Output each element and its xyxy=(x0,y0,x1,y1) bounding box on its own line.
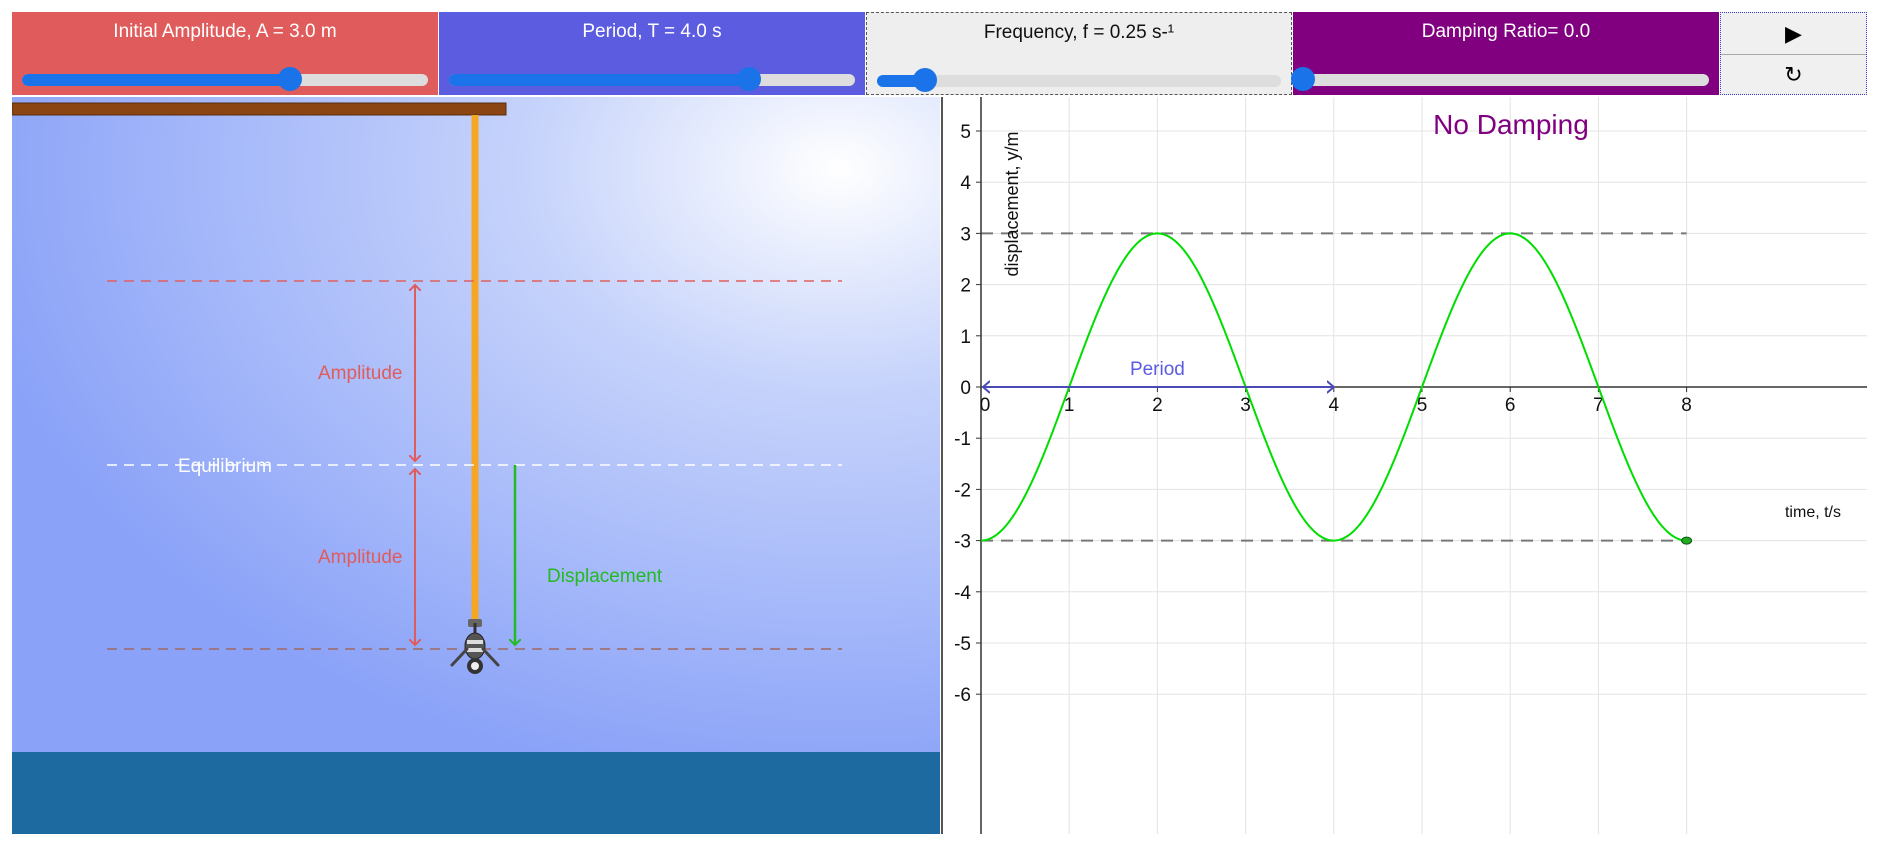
y-tick-label: -6 xyxy=(954,685,971,706)
displacement-label: Displacement xyxy=(547,566,663,587)
damping-control: Damping Ratio= 0.0 xyxy=(1291,12,1719,95)
x-tick-label: 7 xyxy=(1593,395,1604,416)
frequency-slider-track[interactable] xyxy=(877,75,1281,87)
reset-button[interactable]: ↻ xyxy=(1784,61,1803,87)
y-tick-label: 0 xyxy=(960,378,971,399)
damping-label: Damping Ratio= 0.0 xyxy=(1421,21,1591,42)
play-button[interactable]: ▶ xyxy=(1721,13,1866,55)
platform xyxy=(12,102,507,116)
period-slider-track[interactable] xyxy=(449,74,855,86)
y-tick-label: 2 xyxy=(960,276,971,297)
x-tick-label: 5 xyxy=(1417,395,1428,416)
amplitude-slider-thumb[interactable] xyxy=(277,67,302,91)
y-tick-label: 5 xyxy=(960,122,971,143)
x-tick-label: 2 xyxy=(1152,395,1163,416)
x-tick-label: 6 xyxy=(1505,395,1516,416)
grid xyxy=(981,97,1867,834)
amplitude-slider-fill xyxy=(22,74,290,86)
y-tick-label: 1 xyxy=(960,327,971,348)
damping-slider-thumb[interactable] xyxy=(1291,67,1315,91)
displacement-time-graph: 6 5 4 3 2 1 0 -1 -2 -3 -4 -5 -6 0 1 2 3 4 5 6 7 8 Period No … xyxy=(941,97,1867,834)
frequency-slider-fill xyxy=(877,75,926,87)
amplitude-label: Initial Amplitude, A = 3.0 m xyxy=(113,21,337,42)
frequency-control: Frequency, f = 0.25 s-¹ xyxy=(866,12,1292,95)
damping-slider-track[interactable] xyxy=(1303,74,1709,86)
amplitude-guides xyxy=(981,232,1687,542)
y-tick-label: -5 xyxy=(954,634,971,655)
y-tick-label: -2 xyxy=(954,480,971,501)
x-tick-label: 1 xyxy=(1064,395,1075,416)
x-tick-label: 8 xyxy=(1681,395,1692,416)
chart-title: No Damping xyxy=(1433,109,1589,140)
x-tick-label: 0 xyxy=(980,395,991,416)
y-tick-label: -3 xyxy=(954,532,971,553)
frequency-slider-thumb[interactable] xyxy=(913,68,938,92)
graph-canvas: 6 5 4 3 2 1 0 -1 -2 -3 -4 -5 -6 0 1 2 3 4 5 6 7 8 Period No … xyxy=(954,97,1867,834)
amplitude-top-label: Amplitude xyxy=(318,363,403,384)
y-tick-label: -1 xyxy=(954,429,971,450)
period-label: Period, T = 4.0 s xyxy=(582,21,722,42)
x-tick-label: 3 xyxy=(1240,395,1251,416)
jumper-figure xyxy=(450,619,500,674)
amplitude-bottom-label: Amplitude xyxy=(318,547,403,568)
x-tick-label: 4 xyxy=(1329,395,1340,416)
bungee-animation-panel: Amplitude Amplitude Equilibrium Displace… xyxy=(12,97,940,834)
animation-canvas: Amplitude Amplitude Equilibrium Displace… xyxy=(12,97,940,834)
y-tick-labels: 6543210-1-2-3-4-5-6 xyxy=(954,122,971,706)
period-label: Period xyxy=(1130,359,1185,380)
period-slider-thumb[interactable] xyxy=(737,67,762,91)
current-point-marker xyxy=(1681,536,1693,545)
amplitude-control: Initial Amplitude, A = 3.0 m xyxy=(12,12,438,95)
y-axis-label: displacement, y/m xyxy=(1002,131,1022,276)
x-tick-labels: 0 1 2 3 4 5 6 7 8 xyxy=(980,395,1692,416)
amplitude-slider-track[interactable] xyxy=(22,74,428,86)
x-axis-label: time, t/s xyxy=(1785,504,1841,521)
y-tick-label: 4 xyxy=(960,173,971,194)
water xyxy=(12,752,940,834)
displacement-curve xyxy=(980,232,1687,542)
playback-buttons: ▶ ↻ xyxy=(1720,12,1867,95)
y-tick-label: 3 xyxy=(960,224,971,245)
y-tick-label: -4 xyxy=(954,583,971,604)
period-control: Period, T = 4.0 s xyxy=(439,12,865,95)
frequency-label: Frequency, f = 0.25 s-¹ xyxy=(983,22,1175,43)
period-slider-fill xyxy=(449,74,750,86)
equilibrium-label: Equilibrium xyxy=(178,456,272,477)
